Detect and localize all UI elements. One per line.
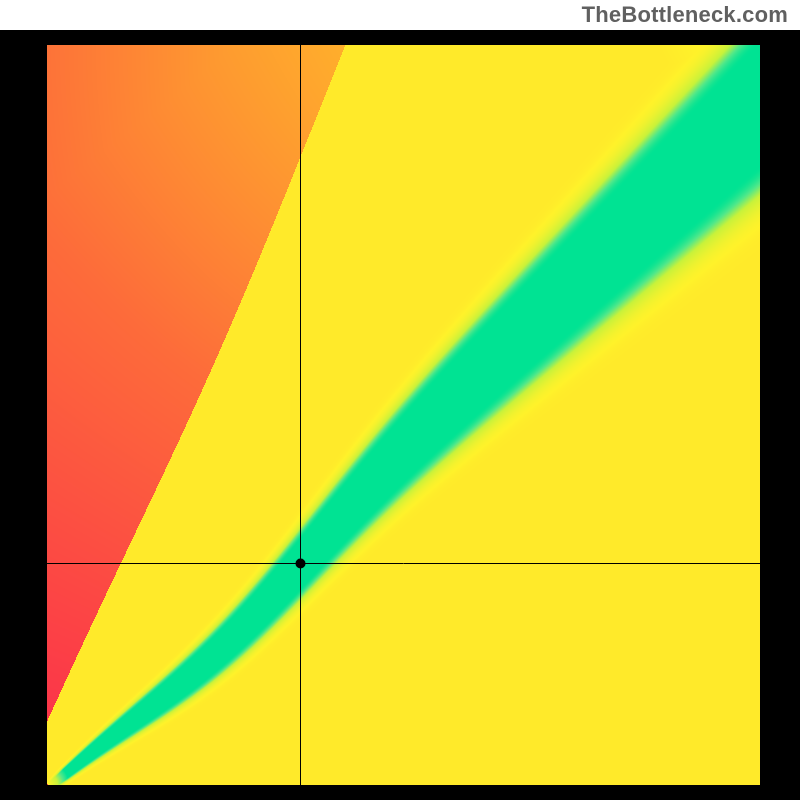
watermark-text: TheBottleneck.com xyxy=(582,2,788,28)
heatmap-canvas xyxy=(47,45,760,785)
chart-outer-frame xyxy=(0,30,800,800)
heatmap-plot-area xyxy=(47,45,760,785)
